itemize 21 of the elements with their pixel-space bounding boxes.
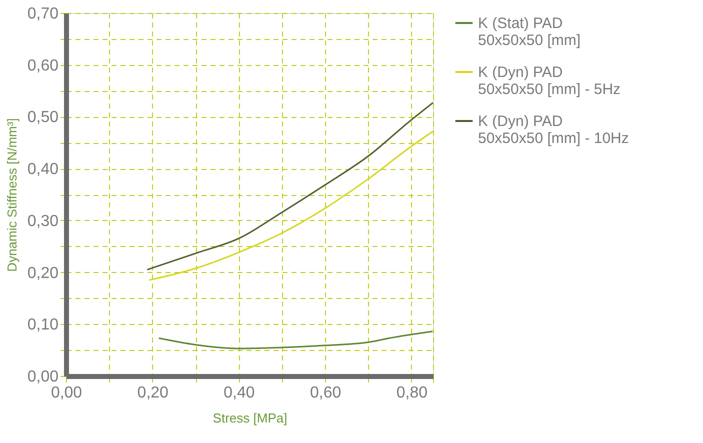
- y-tick-label: 0,10: [27, 316, 59, 334]
- y-tick-label: 0,30: [27, 212, 59, 230]
- y-tick-label: 0,60: [27, 57, 59, 74]
- y-tick-label: 0,40: [27, 161, 59, 178]
- y-tick-label: 0,00: [27, 368, 59, 386]
- y-tick-label: 0,20: [27, 264, 59, 282]
- x-tick-label: 0,60: [310, 384, 342, 402]
- line-series: [146, 102, 434, 270]
- x-tick-label: 0,80: [396, 384, 428, 402]
- x-tick-label: 0,00: [50, 384, 82, 402]
- x-axis-title: Stress [MPa]: [212, 410, 288, 426]
- y-axis-title: Dynamic Stiffness [N/mm³]: [4, 118, 20, 272]
- legend-label: K (Stat) PAD 50x50x50 [mm]: [478, 15, 581, 49]
- y-tick-label: 0,50: [27, 109, 59, 126]
- x-tick-label: 0,40: [224, 384, 255, 402]
- line-series: [158, 330, 434, 350]
- legend-label: K (Dyn) PAD 50x50x50 [mm] - 10Hz: [478, 113, 629, 147]
- line-series: [148, 130, 434, 281]
- legend-label: K (Dyn) PAD 50x50x50 [mm] - 5Hz: [478, 64, 621, 98]
- y-tick-label: 0,70: [27, 6, 59, 22]
- x-tick-label: 0,20: [137, 384, 169, 402]
